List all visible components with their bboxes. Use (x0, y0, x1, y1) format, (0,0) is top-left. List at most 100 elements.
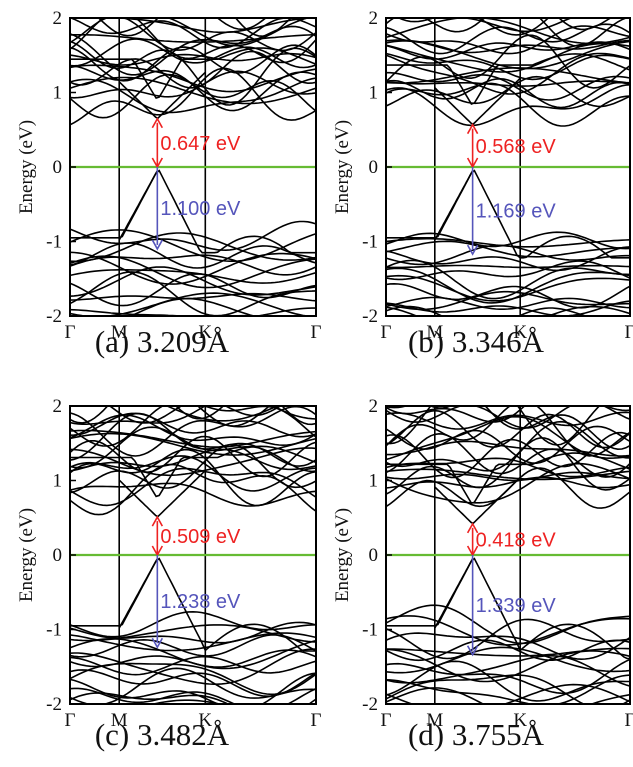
conduction-band (70, 448, 316, 472)
conduction-band (386, 34, 630, 89)
conduction-band-edge (434, 77, 521, 126)
valence-band (70, 610, 316, 638)
valence-gap-label: 1.339 eV (476, 595, 557, 617)
conduction-band (386, 432, 630, 478)
conduction-gap-arrowhead (151, 117, 164, 129)
conduction-band (386, 476, 630, 489)
y-axis-label: Energy (eV) (332, 508, 353, 602)
panel-caption: (c) 3.482Å (95, 717, 230, 752)
conduction-band (70, 70, 316, 99)
conduction-band (97, 18, 267, 37)
conduction-band (166, 18, 310, 47)
conduction-band (386, 42, 630, 73)
conduction-band (132, 18, 293, 38)
valence-gap-arrowhead (151, 637, 164, 649)
valence-band (386, 674, 630, 704)
conduction-band (428, 406, 601, 446)
valence-band (70, 687, 316, 704)
conduction-band (386, 457, 630, 478)
conduction-band (70, 50, 316, 89)
x-tick-label: M (426, 322, 443, 343)
y-tick-label: -1 (46, 232, 62, 253)
conduction-band (70, 482, 316, 507)
valence-band (386, 231, 630, 250)
valence-band (70, 621, 316, 644)
conduction-band-minimum (386, 452, 630, 505)
conduction-band (70, 44, 316, 82)
conduction-band-edge (434, 476, 521, 525)
valence-band (386, 639, 630, 662)
y-tick-label: 2 (53, 396, 63, 417)
conduction-band (386, 420, 630, 472)
conduction-band (557, 18, 612, 31)
conduction-band (70, 77, 316, 114)
valence-band-branch (118, 170, 159, 241)
x-tick-label: Γ (311, 322, 322, 343)
conduction-band (70, 18, 316, 49)
conduction-band-minimum (70, 445, 316, 498)
valence-gap-arrowhead (466, 244, 479, 256)
conduction-band (70, 406, 316, 426)
x-tick-label: K (513, 322, 527, 343)
conduction-band (386, 52, 630, 95)
valence-band (386, 615, 630, 646)
y-tick-label: 2 (369, 396, 379, 417)
y-tick-label: -2 (46, 306, 62, 327)
valence-gap-arrowhead (151, 239, 164, 251)
x-tick-label: Γ (381, 710, 392, 731)
x-tick-label: K (198, 322, 212, 343)
valence-band (386, 259, 630, 300)
valence-band (386, 274, 630, 302)
valence-band (70, 655, 316, 676)
y-tick-label: 0 (53, 545, 63, 566)
conduction-band (70, 432, 316, 456)
valence-band (70, 255, 316, 289)
conduction-band (396, 18, 550, 36)
conduction-gap-label: 0.568 eV (476, 136, 557, 158)
y-tick-label: 2 (369, 8, 379, 29)
conduction-band (70, 38, 316, 69)
y-axis-label: Energy (eV) (332, 120, 353, 214)
y-tick-label: 1 (369, 471, 379, 492)
conduction-band (591, 18, 616, 19)
conduction-band (70, 429, 316, 448)
conduction-band (70, 447, 316, 477)
conduction-band (386, 77, 630, 109)
conduction-band (455, 18, 573, 33)
x-tick-label: Γ (625, 710, 633, 731)
conduction-band (70, 73, 316, 119)
conduction-band (70, 412, 316, 467)
valence-band (386, 632, 630, 661)
panel-caption: (d) 3.755Å (408, 717, 545, 752)
x-tick-label: M (111, 710, 128, 731)
valence-band (70, 648, 316, 685)
y-tick-label: 0 (53, 157, 63, 178)
conduction-band (386, 471, 630, 482)
valence-band (386, 708, 630, 711)
valence-band (70, 254, 316, 276)
y-tick-label: -2 (46, 694, 62, 715)
valence-band (70, 672, 316, 704)
valence-band (386, 296, 630, 310)
conduction-band-minimum (386, 53, 630, 105)
conduction-band (70, 40, 316, 106)
y-axis-label: Energy (eV) (16, 508, 37, 602)
band-lines (70, 406, 316, 704)
valence-band (70, 634, 316, 658)
valence-band (70, 251, 316, 285)
conduction-gap-arrowhead (466, 123, 479, 135)
conduction-band (386, 425, 630, 465)
conduction-band (386, 406, 630, 457)
panel-caption: (a) 3.209Å (95, 324, 230, 359)
conduction-band (386, 406, 630, 423)
valence-band (386, 660, 630, 702)
conduction-band-edge (118, 71, 206, 120)
valence-band-maximum (70, 557, 316, 652)
conduction-band (70, 412, 316, 438)
valence-band (149, 699, 224, 704)
